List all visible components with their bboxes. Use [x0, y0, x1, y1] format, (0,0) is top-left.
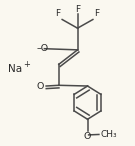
Text: F: F [75, 5, 80, 14]
Text: Na: Na [8, 64, 22, 74]
Text: CH₃: CH₃ [100, 130, 117, 139]
Text: O: O [37, 81, 44, 91]
Text: F: F [55, 9, 61, 18]
Text: F: F [94, 9, 100, 18]
Text: –O: –O [36, 44, 48, 53]
Text: +: + [23, 60, 30, 69]
Text: O: O [84, 132, 91, 141]
